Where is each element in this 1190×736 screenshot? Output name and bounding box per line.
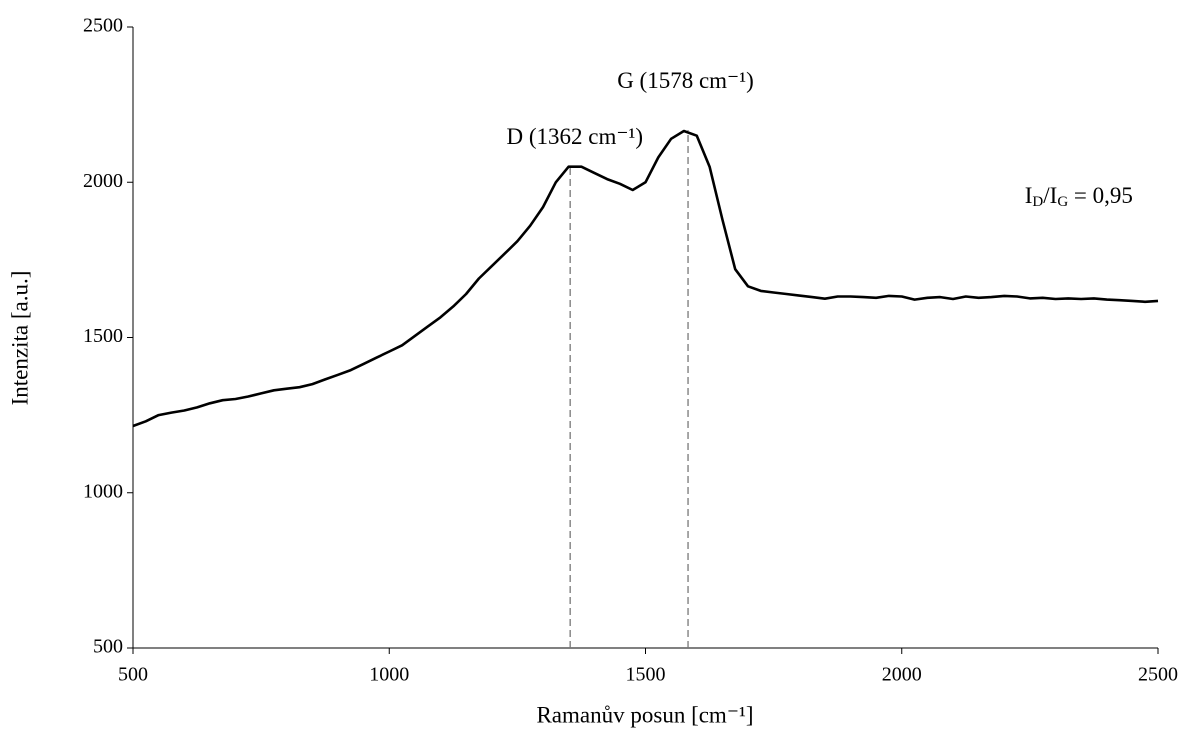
x-tick-label: 1500 xyxy=(626,664,666,686)
peak-annotation: G (1578 cm⁻¹) xyxy=(617,68,754,93)
x-tick-label: 1000 xyxy=(369,664,409,686)
spectrum-line xyxy=(132,129,1159,428)
peak-annotation: D (1362 cm⁻¹) xyxy=(506,124,643,149)
ratio-label: ID/IG = 0,95 xyxy=(1025,183,1133,210)
ratio-part: G xyxy=(1057,194,1068,210)
x-tick-label: 500 xyxy=(118,664,148,686)
ratio-part: = 0,95 xyxy=(1068,183,1133,208)
x-tick-label: 2000 xyxy=(882,664,922,686)
y-tick-label: 2500 xyxy=(83,15,123,37)
x-axis-label: Ramanův posun [cm⁻¹] xyxy=(536,702,753,727)
y-tick-label: 1000 xyxy=(83,480,123,502)
ratio-part: /I xyxy=(1043,183,1057,208)
y-tick-label: 2000 xyxy=(83,170,123,192)
y-tick-label: 1500 xyxy=(83,325,123,347)
y-tick-label: 500 xyxy=(93,636,123,658)
ratio-part: D xyxy=(1032,194,1043,210)
y-axis-label: Intenzita [a.u.] xyxy=(7,271,32,406)
x-tick-label: 2500 xyxy=(1138,664,1178,686)
ratio-part: I xyxy=(1025,183,1033,208)
